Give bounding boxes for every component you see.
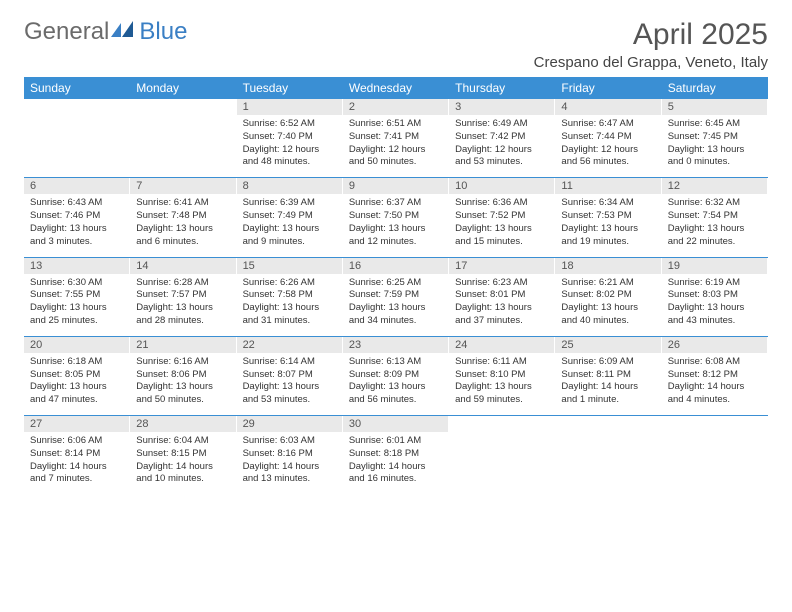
day-cell: Sunrise: 6:18 AMSunset: 8:05 PMDaylight:… (24, 353, 130, 413)
day-cell: Sunrise: 6:43 AMSunset: 7:46 PMDaylight:… (24, 194, 130, 254)
day-number (555, 416, 661, 432)
content-row: Sunrise: 6:52 AMSunset: 7:40 PMDaylight:… (24, 115, 768, 175)
day-cell: Sunrise: 6:03 AMSunset: 8:16 PMDaylight:… (237, 432, 343, 492)
weekday-label: Tuesday (237, 77, 343, 99)
day-number: 2 (343, 99, 449, 115)
location: Crespano del Grappa, Veneto, Italy (534, 54, 768, 71)
day-cell: Sunrise: 6:04 AMSunset: 8:15 PMDaylight:… (130, 432, 236, 492)
day-cell: Sunrise: 6:16 AMSunset: 8:06 PMDaylight:… (130, 353, 236, 413)
day-cell: Sunrise: 6:09 AMSunset: 8:11 PMDaylight:… (555, 353, 661, 413)
day-number: 23 (343, 337, 449, 353)
day-number: 21 (130, 337, 236, 353)
day-cell: Sunrise: 6:23 AMSunset: 8:01 PMDaylight:… (449, 274, 555, 334)
logo-icon (111, 18, 137, 46)
month-title: April 2025 (534, 18, 768, 52)
content-row: Sunrise: 6:18 AMSunset: 8:05 PMDaylight:… (24, 353, 768, 413)
day-cell: Sunrise: 6:49 AMSunset: 7:42 PMDaylight:… (449, 115, 555, 175)
day-number: 12 (662, 178, 768, 194)
day-number: 6 (24, 178, 130, 194)
day-cell: Sunrise: 6:13 AMSunset: 8:09 PMDaylight:… (343, 353, 449, 413)
day-cell: Sunrise: 6:06 AMSunset: 8:14 PMDaylight:… (24, 432, 130, 492)
day-number (24, 99, 130, 115)
content-row: Sunrise: 6:43 AMSunset: 7:46 PMDaylight:… (24, 194, 768, 254)
day-number: 15 (237, 258, 343, 274)
day-cell: Sunrise: 6:01 AMSunset: 8:18 PMDaylight:… (343, 432, 449, 492)
weekday-header: SundayMondayTuesdayWednesdayThursdayFrid… (24, 77, 768, 99)
day-cell: Sunrise: 6:32 AMSunset: 7:54 PMDaylight:… (662, 194, 768, 254)
day-number: 4 (555, 99, 661, 115)
weekday-label: Sunday (24, 77, 130, 99)
day-number (130, 99, 236, 115)
weekday-label: Thursday (449, 77, 555, 99)
day-cell: Sunrise: 6:25 AMSunset: 7:59 PMDaylight:… (343, 274, 449, 334)
day-number: 10 (449, 178, 555, 194)
day-number: 18 (555, 258, 661, 274)
logo-text-1: General (24, 18, 109, 46)
day-number (662, 416, 768, 432)
content-row: Sunrise: 6:30 AMSunset: 7:55 PMDaylight:… (24, 274, 768, 334)
day-number: 30 (343, 416, 449, 432)
day-cell: Sunrise: 6:28 AMSunset: 7:57 PMDaylight:… (130, 274, 236, 334)
day-cell: Sunrise: 6:30 AMSunset: 7:55 PMDaylight:… (24, 274, 130, 334)
day-number: 20 (24, 337, 130, 353)
daynum-row: 27282930 (24, 415, 768, 432)
day-number: 9 (343, 178, 449, 194)
content-row: Sunrise: 6:06 AMSunset: 8:14 PMDaylight:… (24, 432, 768, 492)
day-cell: Sunrise: 6:51 AMSunset: 7:41 PMDaylight:… (343, 115, 449, 175)
header: General Blue April 2025 Crespano del Gra… (24, 18, 768, 71)
day-cell: Sunrise: 6:37 AMSunset: 7:50 PMDaylight:… (343, 194, 449, 254)
day-cell: Sunrise: 6:21 AMSunset: 8:02 PMDaylight:… (555, 274, 661, 334)
daynum-row: 20212223242526 (24, 336, 768, 353)
day-number: 11 (555, 178, 661, 194)
day-number: 8 (237, 178, 343, 194)
day-number (449, 416, 555, 432)
daynum-row: 12345 (24, 99, 768, 115)
day-number: 16 (343, 258, 449, 274)
day-number: 14 (130, 258, 236, 274)
day-number: 17 (449, 258, 555, 274)
day-number: 26 (662, 337, 768, 353)
day-cell: Sunrise: 6:14 AMSunset: 8:07 PMDaylight:… (237, 353, 343, 413)
weekday-label: Saturday (662, 77, 768, 99)
day-number: 3 (449, 99, 555, 115)
title-block: April 2025 Crespano del Grappa, Veneto, … (534, 18, 768, 71)
day-number: 29 (237, 416, 343, 432)
day-number: 1 (237, 99, 343, 115)
day-number: 5 (662, 99, 768, 115)
day-number: 24 (449, 337, 555, 353)
day-cell: Sunrise: 6:47 AMSunset: 7:44 PMDaylight:… (555, 115, 661, 175)
day-cell: Sunrise: 6:39 AMSunset: 7:49 PMDaylight:… (237, 194, 343, 254)
weekday-label: Friday (555, 77, 661, 99)
day-cell: Sunrise: 6:36 AMSunset: 7:52 PMDaylight:… (449, 194, 555, 254)
day-cell (662, 432, 768, 492)
weekday-label: Wednesday (343, 77, 449, 99)
day-cell (130, 115, 236, 175)
day-cell: Sunrise: 6:34 AMSunset: 7:53 PMDaylight:… (555, 194, 661, 254)
day-number: 28 (130, 416, 236, 432)
day-cell: Sunrise: 6:08 AMSunset: 8:12 PMDaylight:… (662, 353, 768, 413)
logo-text-2: Blue (139, 18, 187, 46)
logo: General Blue (24, 18, 187, 46)
day-cell: Sunrise: 6:11 AMSunset: 8:10 PMDaylight:… (449, 353, 555, 413)
daynum-row: 6789101112 (24, 177, 768, 194)
day-cell (449, 432, 555, 492)
day-number: 27 (24, 416, 130, 432)
day-number: 13 (24, 258, 130, 274)
day-cell: Sunrise: 6:26 AMSunset: 7:58 PMDaylight:… (237, 274, 343, 334)
calendar-body: 12345Sunrise: 6:52 AMSunset: 7:40 PMDayl… (24, 99, 768, 492)
day-cell (555, 432, 661, 492)
day-number: 25 (555, 337, 661, 353)
day-number: 7 (130, 178, 236, 194)
day-cell: Sunrise: 6:19 AMSunset: 8:03 PMDaylight:… (662, 274, 768, 334)
day-cell: Sunrise: 6:41 AMSunset: 7:48 PMDaylight:… (130, 194, 236, 254)
day-cell (24, 115, 130, 175)
calendar: SundayMondayTuesdayWednesdayThursdayFrid… (24, 77, 768, 492)
weekday-label: Monday (130, 77, 236, 99)
day-number: 22 (237, 337, 343, 353)
daynum-row: 13141516171819 (24, 257, 768, 274)
day-cell: Sunrise: 6:52 AMSunset: 7:40 PMDaylight:… (237, 115, 343, 175)
day-number: 19 (662, 258, 768, 274)
calendar-page: General Blue April 2025 Crespano del Gra… (0, 0, 792, 492)
day-cell: Sunrise: 6:45 AMSunset: 7:45 PMDaylight:… (662, 115, 768, 175)
